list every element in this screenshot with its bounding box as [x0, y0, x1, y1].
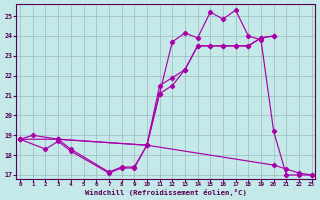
X-axis label: Windchill (Refroidissement éolien,°C): Windchill (Refroidissement éolien,°C): [85, 189, 247, 196]
